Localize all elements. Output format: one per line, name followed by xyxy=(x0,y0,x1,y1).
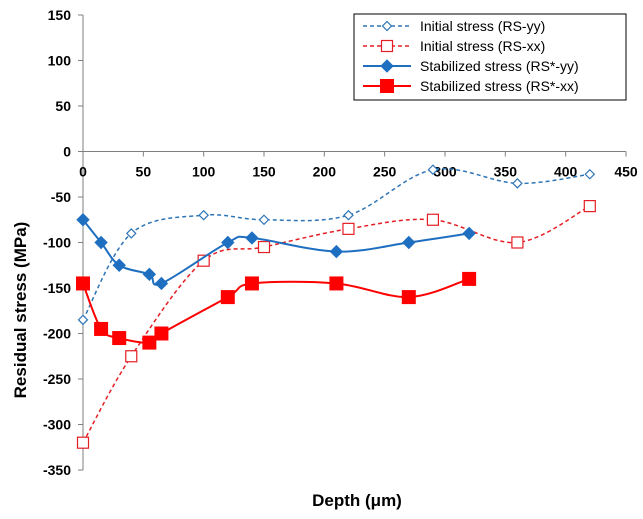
data-point xyxy=(329,244,344,259)
data-point xyxy=(76,276,90,291)
series-2 xyxy=(76,200,596,449)
data-point xyxy=(112,258,126,272)
data-point xyxy=(462,226,476,241)
legend-label: Stabilized stress (RS*-xx) xyxy=(420,78,579,94)
y-tick-label: -100 xyxy=(43,235,71,251)
data-point xyxy=(220,290,235,305)
series-line xyxy=(82,219,470,286)
data-point xyxy=(198,209,210,221)
series-3 xyxy=(76,213,476,291)
data-point xyxy=(125,228,137,239)
series-line xyxy=(82,277,470,344)
x-tick-label: 0 xyxy=(79,164,87,180)
y-tick-label: -200 xyxy=(43,326,71,342)
data-point xyxy=(329,276,344,291)
data-point xyxy=(427,164,439,176)
y-tick-label: -50 xyxy=(51,189,71,205)
x-tick-label: 450 xyxy=(614,164,638,180)
data-point xyxy=(77,314,89,326)
y-tick-label: -150 xyxy=(43,280,71,296)
data-point xyxy=(583,200,596,213)
data-point xyxy=(245,231,259,245)
x-tick-label: 200 xyxy=(313,164,337,180)
series-line xyxy=(82,205,591,444)
x-tick-label: 250 xyxy=(373,164,397,180)
series-1 xyxy=(77,164,596,326)
x-tick-label: 100 xyxy=(192,164,216,180)
legend-label: Stabilized stress (RS*-yy) xyxy=(420,58,579,74)
data-point xyxy=(142,335,157,350)
data-point xyxy=(401,290,416,305)
data-point xyxy=(94,321,109,336)
data-point xyxy=(342,222,355,235)
legend: Initial stress (RS-yy) Initial stress (RS… xyxy=(353,13,627,101)
legend-marker xyxy=(380,79,394,93)
y-tick-label: -300 xyxy=(43,417,71,433)
data-point xyxy=(511,236,524,249)
data-point xyxy=(154,326,169,341)
data-point xyxy=(258,214,270,226)
x-tick-label: 350 xyxy=(494,164,518,180)
data-point xyxy=(426,213,440,226)
legend-marker xyxy=(380,59,394,73)
data-point xyxy=(76,436,90,449)
legend-label: Initial stress (RS-xx) xyxy=(420,38,545,54)
series-4 xyxy=(76,271,477,350)
data-point xyxy=(343,209,354,221)
data-point xyxy=(244,276,259,291)
x-tick-label: 150 xyxy=(252,164,276,180)
y-axis-title: Residual stress (MPa) xyxy=(11,222,30,399)
legend-label: Initial stress (RS-yy) xyxy=(420,18,545,34)
x-tick-label: 300 xyxy=(433,164,457,180)
data-point xyxy=(221,235,235,250)
data-point xyxy=(584,168,596,180)
y-tick-label: -250 xyxy=(43,371,71,387)
y-tick-label: 50 xyxy=(55,98,71,114)
y-tick-label: 150 xyxy=(48,7,72,23)
data-point xyxy=(76,213,90,227)
y-tick-label: -350 xyxy=(43,462,71,478)
data-point xyxy=(402,235,416,250)
y-tick-label: 100 xyxy=(48,53,72,69)
data-point xyxy=(512,178,523,189)
y-tick-label: 0 xyxy=(63,144,71,160)
data-point xyxy=(462,271,477,286)
x-tick-label: 400 xyxy=(554,164,578,180)
x-axis-title: Depth (μm) xyxy=(312,491,402,510)
data-point xyxy=(257,240,271,254)
data-point xyxy=(125,350,138,363)
legend-marker xyxy=(381,20,393,32)
data-point xyxy=(154,276,169,291)
axes: 150 100 50 0 -50 -100 -150 -200 -250 -300 -350 0 50 1… xyxy=(43,7,638,478)
x-tick-label: 50 xyxy=(136,164,152,180)
data-point xyxy=(112,331,127,346)
data-point xyxy=(142,267,157,282)
data-point xyxy=(94,235,108,250)
legend-marker xyxy=(380,39,394,53)
series-layer xyxy=(76,164,596,449)
